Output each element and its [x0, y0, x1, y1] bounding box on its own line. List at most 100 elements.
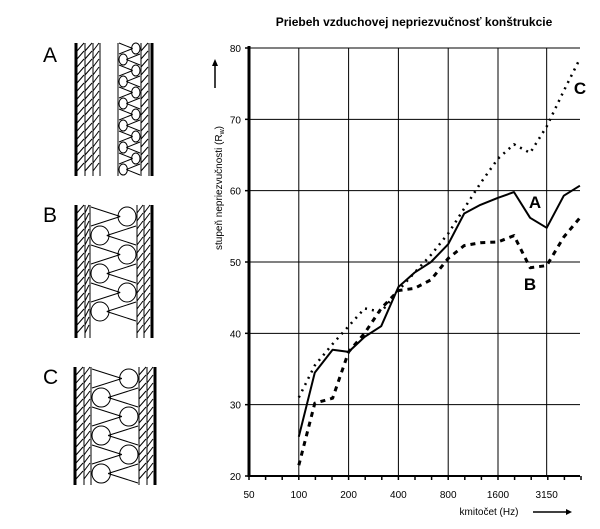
y-axis-arrow-head — [212, 59, 218, 66]
insulation-loop — [119, 444, 139, 465]
hatch-line — [76, 220, 85, 230]
hatch-line — [136, 292, 144, 302]
hatch-line — [75, 422, 84, 432]
hatch-line — [75, 406, 84, 416]
hatch-line — [92, 146, 100, 156]
hatch-line — [84, 138, 93, 148]
hatch-line — [140, 138, 149, 148]
hatch-line — [138, 438, 147, 448]
hatch-line — [140, 50, 149, 60]
insulation-loop — [131, 42, 141, 55]
insulation-line — [107, 425, 139, 446]
insulation-line — [107, 387, 139, 408]
insulation-loop — [131, 108, 141, 121]
x-axis-arrow-head — [566, 509, 572, 515]
y-tick-label: 80 — [230, 44, 242, 55]
hatch-line — [83, 462, 91, 472]
x-tick-label: 200 — [340, 490, 357, 501]
hatch-line — [143, 236, 151, 246]
hatch-line — [143, 260, 151, 270]
hatch-line — [76, 204, 85, 214]
hatch-line — [84, 98, 93, 108]
hatch-line — [84, 146, 93, 156]
hatch-line — [84, 284, 90, 294]
hatch-line — [143, 316, 151, 326]
insulation-loop — [90, 225, 110, 246]
insulation-line — [107, 463, 139, 484]
hatch-line — [136, 212, 144, 222]
hatch-line — [138, 430, 147, 440]
x-tick-label: 3150 — [536, 490, 559, 501]
hatch-line — [92, 138, 100, 148]
hatch-line — [138, 382, 147, 392]
hatch-line — [76, 66, 85, 76]
hatch-line — [146, 398, 154, 408]
hatch-line — [138, 390, 147, 400]
x-axis-label: kmitočet (Hz) — [460, 507, 519, 518]
hatch-line — [84, 252, 90, 262]
insulation-line — [106, 263, 137, 284]
hatch-line — [76, 308, 85, 318]
hatch-line — [84, 130, 93, 140]
y-tick-label: 40 — [230, 329, 242, 340]
insulation-line — [118, 108, 133, 121]
hatch-line — [83, 398, 91, 408]
hatch-line — [146, 374, 154, 384]
wall-construction-diagrams — [73, 42, 157, 485]
hatch-line — [143, 228, 151, 238]
x-tick-label: 800 — [440, 490, 457, 501]
hatch-line — [143, 308, 151, 318]
hatch-line — [84, 74, 93, 84]
insulation-loop — [118, 53, 128, 66]
insulation-loop — [118, 141, 128, 154]
hatch-line — [143, 252, 151, 262]
hatch-line — [76, 268, 85, 278]
hatch-line — [83, 438, 91, 448]
hatch-line — [84, 82, 93, 92]
hatch-line — [140, 114, 149, 124]
hatch-line — [143, 276, 151, 286]
hatch-line — [146, 406, 154, 416]
hatch-line — [84, 276, 90, 286]
hatch-line — [76, 154, 85, 164]
hatch-line — [75, 366, 84, 376]
hatch-line — [143, 220, 151, 230]
hatch-line — [146, 462, 154, 472]
hatch-line — [136, 300, 144, 310]
insulation-line — [91, 368, 123, 389]
insulation-loop — [118, 163, 128, 176]
insulation-loop — [131, 86, 141, 99]
hatch-line — [146, 438, 154, 448]
hatch-line — [76, 316, 85, 326]
chart-title: Priebeh vzduchovej nepriezvučnosť konštr… — [276, 15, 553, 29]
insulation-loop — [119, 368, 139, 389]
insulation-line — [90, 206, 121, 227]
hatch-line — [143, 204, 151, 214]
hatch-line — [76, 252, 85, 262]
hatch-line — [84, 42, 93, 52]
hatch-line — [136, 252, 144, 262]
hatch-line — [76, 42, 85, 52]
hatch-line — [92, 90, 100, 100]
hatch-line — [138, 422, 147, 432]
hatch-line — [75, 398, 84, 408]
hatch-line — [84, 50, 93, 60]
hatch-line — [76, 276, 85, 286]
insulation-loop — [131, 64, 141, 77]
hatch-line — [83, 390, 91, 400]
hatch-line — [76, 228, 85, 238]
y-axis-label: stupeň nepriezvučnosti (Rw) — [214, 126, 226, 250]
hatch-line — [75, 430, 84, 440]
insulation-line — [118, 42, 133, 55]
hatch-line — [84, 260, 90, 270]
hatch-line — [76, 82, 85, 92]
insulation-loop — [117, 206, 137, 227]
hatch-line — [84, 212, 90, 222]
hatch-line — [84, 204, 90, 214]
hatch-line — [75, 414, 84, 424]
hatch-line — [136, 308, 144, 318]
insulation-line — [90, 282, 121, 303]
hatch-line — [92, 50, 100, 60]
hatch-line — [84, 66, 93, 76]
insulation-line — [118, 64, 133, 77]
